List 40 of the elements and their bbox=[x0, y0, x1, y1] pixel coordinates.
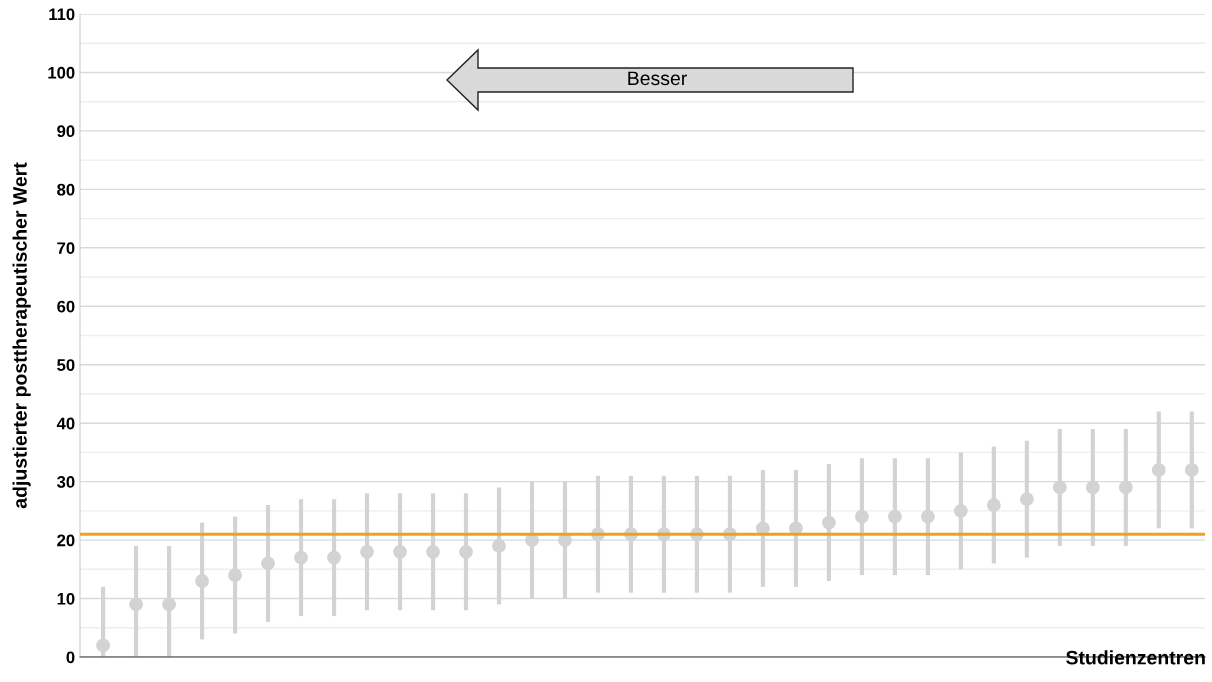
y-tick-label: 100 bbox=[48, 66, 75, 79]
point bbox=[1085, 480, 1100, 495]
y-tick-label: 70 bbox=[57, 242, 75, 255]
point bbox=[986, 498, 1001, 512]
point bbox=[1019, 492, 1034, 507]
point bbox=[195, 574, 209, 588]
y-tick-label: 80 bbox=[57, 183, 75, 196]
point bbox=[129, 597, 143, 612]
y-axis-title: adjustierter posttherapeutischer Wert bbox=[12, 162, 31, 509]
y-tick-label: 50 bbox=[57, 359, 75, 371]
point bbox=[327, 550, 341, 565]
point bbox=[821, 515, 836, 530]
annotation: Besser bbox=[628, 71, 687, 86]
point bbox=[261, 556, 275, 571]
point bbox=[96, 638, 111, 653]
y-tick-label: 20 bbox=[57, 534, 75, 547]
y-tick-label: 10 bbox=[57, 592, 75, 605]
point bbox=[1052, 480, 1067, 495]
point bbox=[1151, 463, 1166, 477]
y-tick-label: 30 bbox=[56, 476, 75, 488]
point bbox=[294, 550, 308, 565]
point bbox=[887, 509, 902, 524]
point bbox=[953, 503, 968, 518]
point bbox=[393, 544, 407, 559]
point bbox=[426, 544, 440, 559]
y-tick-label: 90 bbox=[57, 125, 75, 138]
y-tick-label: 110 bbox=[49, 8, 75, 21]
point bbox=[854, 509, 869, 524]
y-tick-label: 40 bbox=[56, 417, 75, 430]
y-tick-label: 0 bbox=[66, 651, 75, 664]
point bbox=[228, 568, 242, 583]
point bbox=[1184, 463, 1199, 477]
point bbox=[162, 597, 176, 612]
point bbox=[920, 509, 935, 524]
point bbox=[492, 539, 506, 553]
point bbox=[459, 544, 473, 559]
y-tick-label: 60 bbox=[57, 300, 75, 313]
point bbox=[1118, 480, 1133, 495]
point bbox=[360, 544, 374, 559]
x-axis-title: Studienzentren bbox=[1066, 650, 1205, 665]
